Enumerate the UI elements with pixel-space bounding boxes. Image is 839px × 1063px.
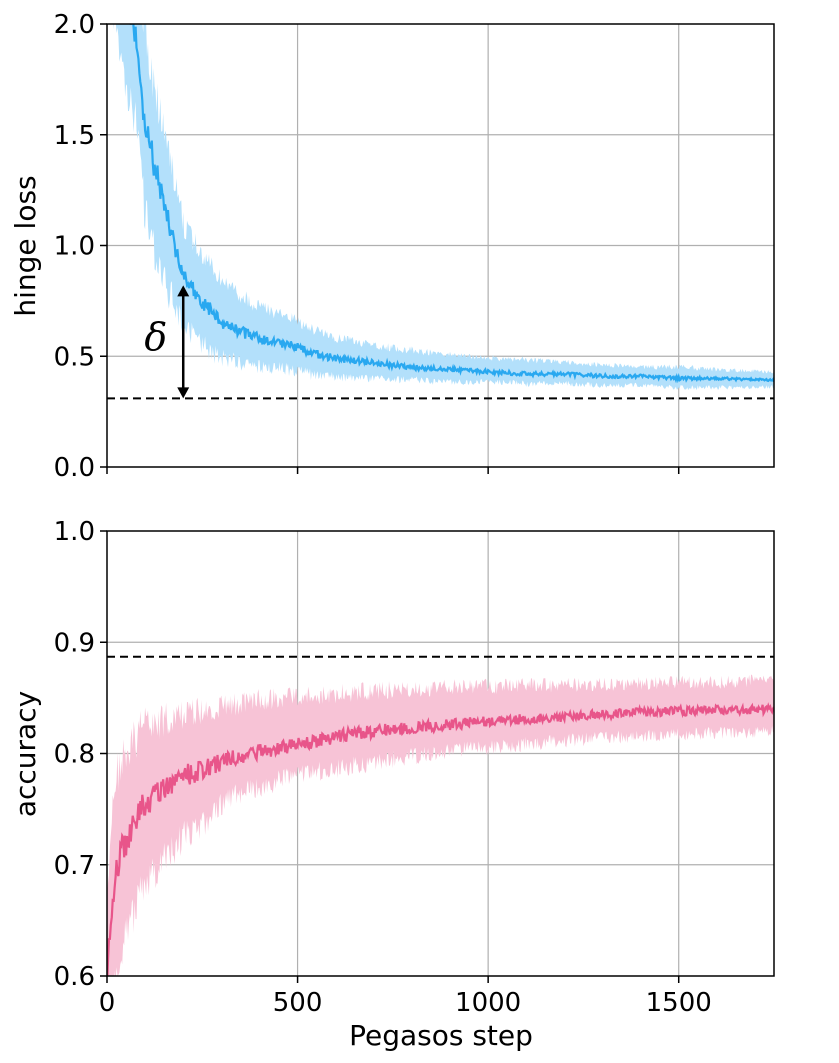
accuracy-ytick-label: 0.9	[54, 628, 95, 658]
hinge-loss-ticks: 0.0 0.5 1.0 1.5 2.0	[54, 10, 680, 483]
accuracy-x-axis-label: Pegasos step	[349, 1019, 533, 1052]
accuracy-xtick-label: 1000	[455, 988, 521, 1018]
hinge-loss-line-group	[129, 24, 774, 384]
accuracy-y-axis-label: accuracy	[9, 691, 42, 817]
delta-arrow-head-down	[177, 387, 190, 399]
accuracy-ytick-label: 1.0	[54, 517, 95, 547]
accuracy-line-group	[107, 702, 774, 976]
accuracy-ticks: 0.6 0.7 0.8 0.9 1.0 0 500 1000 1500	[54, 517, 712, 1018]
hinge-loss-ytick-label: 1.5	[54, 121, 95, 151]
accuracy-xtick-label: 500	[273, 988, 323, 1018]
accuracy-ytick-label: 0.8	[54, 740, 95, 770]
delta-arrow-head-up	[177, 285, 190, 297]
hinge-loss-ytick-label: 2.0	[54, 10, 95, 40]
accuracy-xtick-label: 1500	[646, 988, 712, 1018]
hinge-loss-mean-line	[129, 24, 774, 384]
hinge-loss-y-axis-label: hinge loss	[9, 175, 42, 316]
accuracy-xtick-label: 0	[99, 988, 116, 1018]
hinge-loss-ytick-label: 0.5	[54, 342, 95, 372]
hinge-loss-panel: δ 0.0 0.5 1.0 1.5 2.0 hinge loss	[9, 10, 775, 483]
delta-label: δ	[144, 315, 167, 359]
delta-annotation-group: δ	[144, 285, 190, 399]
hinge-loss-ytick-label: 1.0	[54, 232, 95, 262]
accuracy-ytick-label: 0.6	[54, 962, 95, 992]
accuracy-mean-line	[107, 702, 774, 976]
hinge-loss-ytick-label: 0.0	[54, 453, 95, 483]
accuracy-panel: 0.6 0.7 0.8 0.9 1.0 0 500 1000 1500 accuracy Peg…	[9, 517, 775, 1052]
accuracy-ytick-label: 0.7	[54, 851, 95, 881]
